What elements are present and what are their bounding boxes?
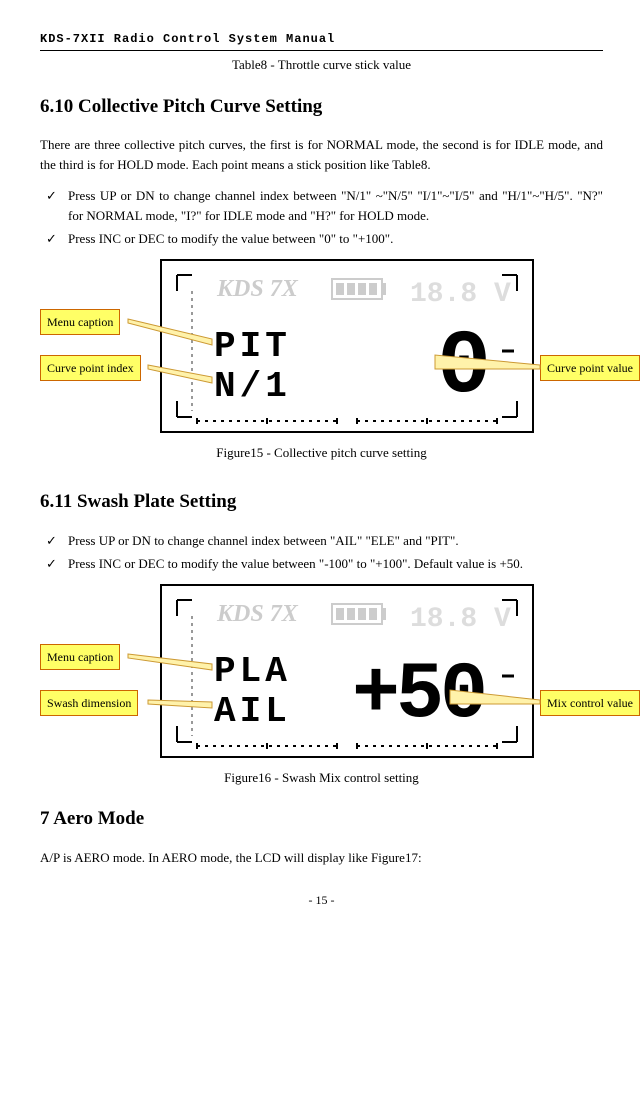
table8-caption: Table8 - Throttle curve stick value xyxy=(40,55,603,75)
bullet-item: Press UP or DN to change channel index b… xyxy=(46,186,603,225)
svg-text:PLA: PLA xyxy=(214,651,291,692)
lcd-svg: KDS 7X 18.8 V PLA AIL +50 xyxy=(162,586,532,756)
figure16-caption: Figure16 - Swash Mix control setting xyxy=(40,768,603,788)
svg-text:18.8 V: 18.8 V xyxy=(410,279,511,310)
callout-curve-value: Curve point value xyxy=(540,355,640,381)
svg-text:KDS 7X: KDS 7X xyxy=(216,276,299,302)
svg-text:KDS 7X: KDS 7X xyxy=(216,601,299,627)
callout-curve-index: Curve point index xyxy=(40,355,141,381)
bullet-item: Press INC or DEC to modify the value bet… xyxy=(46,554,603,574)
section-611-heading: 6.11 Swash Plate Setting xyxy=(40,488,603,517)
lcd-svg: KDS 7X 18.8 V PIT N/1 0 xyxy=(162,261,532,431)
lcd-screen: KDS 7X 18.8 V PIT N/1 0 xyxy=(160,259,534,433)
section-610-heading: 6.10 Collective Pitch Curve Setting xyxy=(40,93,603,122)
bullet-item: Press INC or DEC to modify the value bet… xyxy=(46,229,603,249)
figure15-caption: Figure15 - Collective pitch curve settin… xyxy=(40,443,603,463)
section-611-bullets: Press UP or DN to change channel index b… xyxy=(40,531,603,574)
section-7-heading: 7 Aero Mode xyxy=(40,805,603,834)
callout-swash-dimension: Swash dimension xyxy=(40,690,138,716)
section-610-bullets: Press UP or DN to change channel index b… xyxy=(40,186,603,249)
lcd-screen: KDS 7X 18.8 V PLA AIL +50 xyxy=(160,584,534,758)
section-610-para: There are three collective pitch curves,… xyxy=(40,135,603,174)
section-7-para: A/P is AERO mode. In AERO mode, the LCD … xyxy=(40,848,603,868)
callout-menu-caption: Menu caption xyxy=(40,644,120,670)
page-footer: - 15 - xyxy=(40,891,603,909)
svg-text:N/1: N/1 xyxy=(214,366,291,407)
svg-text:+50: +50 xyxy=(352,650,484,741)
doc-header: KDS-7XII Radio Control System Manual xyxy=(40,30,603,48)
header-rule xyxy=(40,50,603,51)
svg-text:0: 0 xyxy=(437,317,491,419)
callout-menu-caption: Menu caption xyxy=(40,309,120,335)
figure15-diagram: KDS 7X 18.8 V PIT N/1 0 xyxy=(40,259,603,439)
figure16-diagram: KDS 7X 18.8 V PLA AIL +50 Menu caption S… xyxy=(40,584,603,764)
bullet-item: Press UP or DN to change channel index b… xyxy=(46,531,603,551)
svg-text:18.8 V: 18.8 V xyxy=(410,604,511,635)
svg-text:AIL: AIL xyxy=(214,691,291,732)
svg-text:PIT: PIT xyxy=(214,326,291,367)
callout-mix-value: Mix control value xyxy=(540,690,640,716)
